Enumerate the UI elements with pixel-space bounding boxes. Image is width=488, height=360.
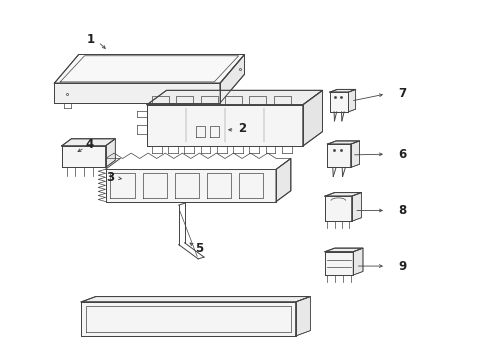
Text: 3: 3: [106, 171, 114, 184]
Text: 1: 1: [87, 33, 95, 46]
Polygon shape: [329, 89, 355, 92]
Polygon shape: [303, 90, 322, 146]
Polygon shape: [54, 83, 220, 103]
Polygon shape: [220, 54, 244, 103]
Polygon shape: [347, 89, 355, 112]
Polygon shape: [54, 54, 244, 83]
Polygon shape: [329, 92, 347, 112]
Polygon shape: [147, 105, 303, 146]
Text: 2: 2: [238, 122, 245, 135]
Text: 6: 6: [397, 148, 406, 161]
Polygon shape: [327, 144, 350, 167]
Polygon shape: [81, 302, 295, 336]
Polygon shape: [327, 141, 359, 144]
Text: 9: 9: [397, 260, 406, 273]
Polygon shape: [81, 297, 310, 302]
Text: 4: 4: [85, 138, 93, 151]
Polygon shape: [147, 90, 322, 105]
Polygon shape: [325, 252, 352, 275]
Polygon shape: [325, 248, 362, 252]
Polygon shape: [105, 169, 276, 202]
Polygon shape: [350, 141, 359, 167]
Polygon shape: [352, 248, 362, 275]
Polygon shape: [61, 146, 105, 167]
Polygon shape: [276, 158, 290, 202]
Text: 8: 8: [397, 204, 406, 217]
Polygon shape: [351, 193, 361, 221]
Polygon shape: [325, 196, 351, 221]
Text: 7: 7: [397, 87, 406, 100]
Polygon shape: [325, 193, 361, 196]
Text: 5: 5: [195, 242, 203, 255]
Polygon shape: [105, 139, 115, 167]
Polygon shape: [61, 139, 115, 146]
Polygon shape: [295, 297, 310, 336]
